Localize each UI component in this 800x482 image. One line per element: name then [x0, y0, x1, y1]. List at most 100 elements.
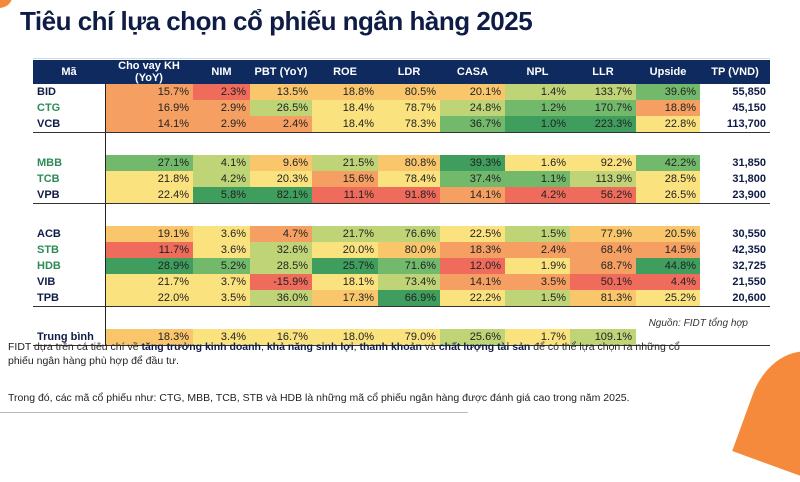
heatmap-cell: 1.5%	[505, 290, 570, 307]
heatmap-cell: 37.4%	[440, 171, 505, 187]
column-header: PBT (YoY)	[250, 60, 312, 84]
heatmap-cell: 16.9%	[105, 100, 193, 116]
heatmap-cell: 14.1%	[440, 274, 505, 290]
column-header: NPL	[505, 60, 570, 84]
bold-text: chất lượng tài sản	[438, 341, 531, 353]
heatmap-cell: 2.9%	[193, 100, 250, 116]
heatmap-cell: 170.7%	[570, 100, 636, 116]
heatmap-cell: 28.9%	[105, 258, 193, 274]
column-header: NIM	[193, 60, 250, 84]
heatmap-cell: 68.7%	[570, 258, 636, 274]
table-row: STB 11.7% 3.6% 32.6% 20.0% 80.0% 18.3% 2.4% 68.4…	[33, 242, 770, 258]
heatmap-cell: 92.2%	[570, 155, 636, 171]
heatmap-cell: 20.1%	[440, 84, 505, 100]
heatmap-cell: 24.8%	[440, 100, 505, 116]
empty-cell	[636, 329, 700, 346]
heatmap-cell: 1.5%	[505, 226, 570, 242]
heatmap-cell: 4.1%	[193, 155, 250, 171]
heatmap-cell: 18.4%	[312, 116, 378, 133]
heatmap-cell: 2.3%	[193, 84, 250, 100]
heatmap-cell: 81.3%	[570, 290, 636, 307]
heatmap-cell: 78.7%	[378, 100, 440, 116]
heatmap-cell: 3.7%	[193, 274, 250, 290]
heatmap-cell: 1.6%	[505, 155, 570, 171]
heatmap-cell: 13.5%	[250, 84, 312, 100]
ticker-cell: ACB	[33, 226, 106, 242]
divider	[0, 412, 468, 413]
ticker-cell: VIB	[33, 274, 106, 290]
heatmap-cell: 20.3%	[250, 171, 312, 187]
table-row: VIB 21.7% 3.7% -15.9% 18.1% 73.4% 14.1% 3.5% 50.…	[33, 274, 770, 290]
heatmap-cell: 2.4%	[250, 116, 312, 133]
heatmap-cell: 16.7%	[250, 329, 312, 346]
table-row: HDB 28.9% 5.2% 28.5% 25.7% 71.6% 12.0% 1.9% 68.7…	[33, 258, 770, 274]
group-separator	[33, 132, 770, 156]
heatmap-cell: 11.7%	[105, 242, 193, 258]
column-header: LLR	[570, 60, 636, 84]
paragraph-criteria: FIDT dựa trên cá tiêu chí về tăng trưởng…	[8, 340, 688, 368]
heatmap-cell: 36.0%	[250, 290, 312, 307]
heatmap-cell: 2.9%	[193, 116, 250, 133]
separator-cell	[33, 306, 106, 329]
heatmap-cell: 14.1%	[105, 116, 193, 133]
heatmap-cell: 1.1%	[505, 171, 570, 187]
heatmap-cell: 1.9%	[505, 258, 570, 274]
table-row: TPB 22.0% 3.5% 36.0% 17.3% 66.9% 22.2% 1.5% 81.3…	[33, 290, 770, 307]
heatmap-cell: 11.1%	[312, 187, 378, 204]
heatmap-cell: 80.5%	[378, 84, 440, 100]
heatmap-cell: 91.8%	[378, 187, 440, 204]
heatmap-cell: 27.1%	[105, 155, 193, 171]
heatmap-cell: 21.7%	[105, 274, 193, 290]
decorative-corner	[732, 338, 800, 482]
column-header: CASA	[440, 60, 505, 84]
text: ,	[353, 341, 360, 353]
target-price-cell: 21,550	[732, 276, 766, 288]
heatmap-cell: -15.9%	[250, 274, 312, 290]
text: ,	[260, 341, 267, 353]
heatmap-cell: 4.2%	[193, 171, 250, 187]
heatmap-cell: 133.7%	[570, 84, 636, 100]
bank-criteria-table: Mã Cho vay KH (YoY) NIM PBT (YoY) ROE LDR CASA…	[33, 60, 770, 346]
source-note: Nguồn: FIDT tổng hợp	[648, 318, 748, 329]
heatmap-cell: 28.5%	[250, 258, 312, 274]
ticker-cell: HDB	[33, 258, 106, 274]
separator-cell	[105, 133, 770, 156]
heatmap-cell: 2.4%	[505, 242, 570, 258]
target-price-cell: 31,800	[732, 173, 766, 185]
heatmap-cell: 21.8%	[105, 171, 193, 187]
heatmap-cell: 18.8%	[312, 84, 378, 100]
heatmap-cell: 22.0%	[105, 290, 193, 307]
divider	[33, 58, 770, 59]
group-separator	[33, 306, 770, 329]
heatmap-cell: 3.5%	[505, 274, 570, 290]
page-title: Tiêu chí lựa chọn cổ phiếu ngân hàng 202…	[20, 6, 533, 36]
heatmap-cell: 32.6%	[250, 242, 312, 258]
target-price-cell: 55,850	[732, 86, 766, 98]
ticker-cell: TCB	[33, 171, 106, 187]
text: FIDT dựa trên cá tiêu chí về	[8, 341, 142, 353]
target-price-cell: 31,850	[732, 157, 766, 169]
heatmap-cell: 3.5%	[193, 290, 250, 307]
heatmap-cell: 14.1%	[440, 187, 505, 204]
heatmap-cell: 22.2%	[440, 290, 505, 307]
heatmap-cell: 12.0%	[440, 258, 505, 274]
table-row: VCB 14.1% 2.9% 2.4% 18.4% 78.3% 36.7% 1.0% 223.3…	[33, 116, 770, 133]
heatmap-cell: 26.5%	[250, 100, 312, 116]
bold-text: thanh khoản	[359, 341, 422, 353]
bold-text: tăng trưởng kinh doanh	[141, 341, 261, 353]
heatmap-cell: 4.7%	[250, 226, 312, 242]
target-price-cell: 30,550	[732, 228, 766, 240]
target-price-cell: 42,350	[732, 244, 766, 256]
heatmap-cell: 5.2%	[193, 258, 250, 274]
heatmap-cell: 25.6%	[440, 329, 505, 346]
heatmap-cell: 3.6%	[193, 226, 250, 242]
heatmap-cell: 44.8%	[636, 258, 700, 274]
target-price-cell: 113,700	[700, 116, 770, 133]
table-row: TCB 21.8% 4.2% 20.3% 15.6% 78.4% 37.4% 1.1% 113.…	[33, 171, 770, 187]
heatmap-cell: 76.6%	[378, 226, 440, 242]
heatmap-cell: 79.0%	[378, 329, 440, 346]
heatmap-cell: 3.6%	[193, 242, 250, 258]
ticker-cell: STB	[33, 242, 106, 258]
heatmap-cell: 56.2%	[570, 187, 636, 204]
heatmap-cell: 4.4%	[636, 274, 700, 290]
